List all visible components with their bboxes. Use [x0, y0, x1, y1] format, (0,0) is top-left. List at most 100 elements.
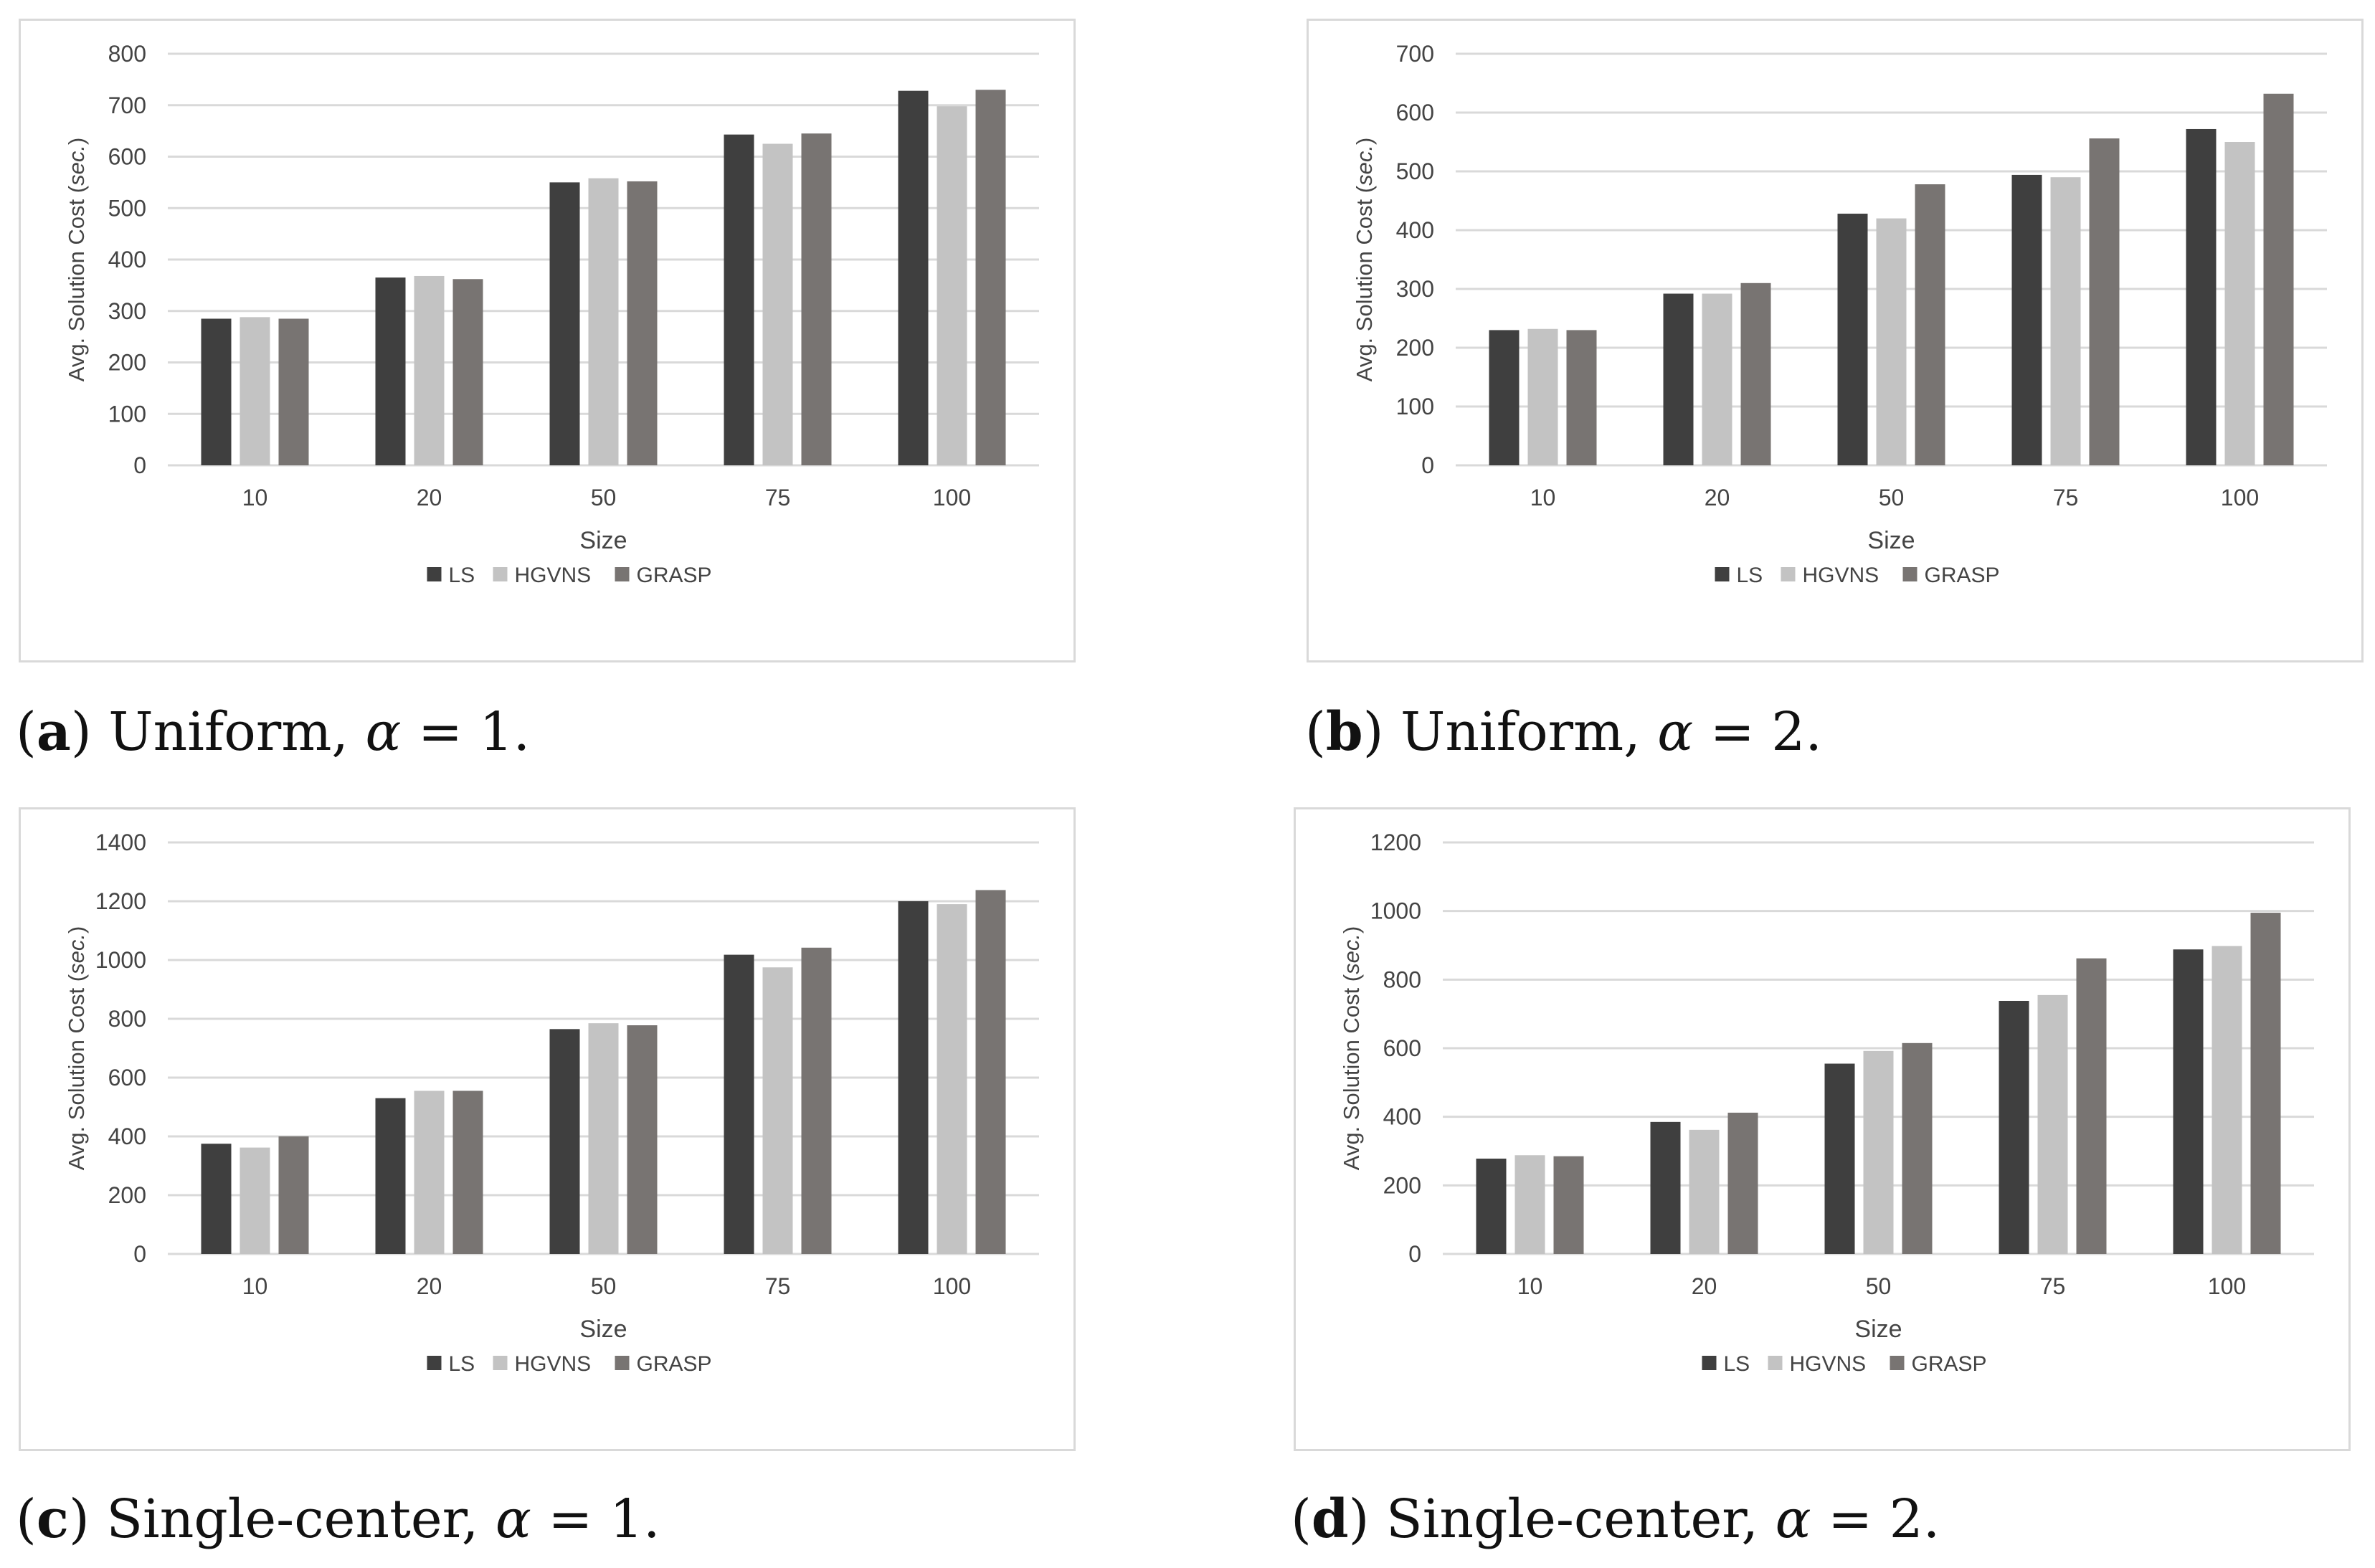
y-tick-label: 1200: [1370, 830, 1421, 855]
y-tick-label: 700: [108, 92, 146, 118]
y-axis-title: Avg. Solution Cost (sec.): [64, 926, 89, 1171]
y-tick-label: 0: [133, 1241, 146, 1267]
legend-label-grasp: GRASP: [637, 1352, 712, 1376]
bar-ls-100: [898, 901, 929, 1254]
bar-chart-b: 0 100 200 300 400 500 600 700 10 20 50 75 100 Size Avg…: [1352, 41, 2327, 587]
bar-hgvns-20: [1689, 1129, 1720, 1254]
caption-equation: = 1.: [531, 1488, 660, 1550]
x-tick-label: 20: [417, 485, 442, 510]
bar-ls-75: [2011, 174, 2042, 466]
legend-label-grasp: GRASP: [637, 564, 712, 587]
legend-swatch-ls: [1715, 567, 1730, 581]
bar-hgvns-100: [2224, 142, 2255, 465]
bar-ls-10: [201, 318, 232, 465]
bar-grasp-50: [627, 181, 658, 465]
x-tick-label: 10: [242, 485, 268, 510]
x-tick-label: 75: [765, 485, 791, 510]
chart-panel-c: 0 200 400 600 800 1000 1200 1400 10 20 50 75 100 Size…: [19, 807, 1076, 1451]
bar-hgvns-20: [1702, 293, 1732, 465]
x-axis-title: Size: [579, 1316, 627, 1343]
caption-d: (d) Single-center, α = 2.: [1291, 1488, 1940, 1550]
bar-ls-100: [898, 90, 929, 465]
legend-label-grasp: GRASP: [1925, 564, 2000, 587]
caption-equation: = 2.: [1811, 1488, 1940, 1550]
bar-grasp-100: [975, 890, 1006, 1254]
bar-ls-50: [549, 182, 580, 465]
bar-hgvns-75: [762, 143, 793, 465]
x-tick-label: 10: [242, 1273, 268, 1299]
bar-hgvns-20: [414, 275, 445, 465]
y-axis-title-unit: sec.: [64, 145, 89, 186]
bar-hgvns-100: [937, 904, 967, 1254]
bar-grasp-10: [278, 1136, 309, 1254]
y-tick-label: 600: [108, 1065, 146, 1091]
y-axis-title-unit: sec.: [1339, 933, 1364, 974]
y-tick-label: 200: [108, 1182, 146, 1208]
bar-ls-10: [1476, 1159, 1507, 1254]
bar-grasp-20: [452, 279, 483, 465]
bar-hgvns-10: [240, 1147, 270, 1254]
legend-swatch-grasp: [615, 1356, 630, 1370]
legend-swatch-ls: [427, 567, 442, 581]
bar-grasp-75: [801, 133, 832, 465]
legend-label-hgvns: HGVNS: [1790, 1352, 1867, 1376]
bar-hgvns-75: [2037, 994, 2068, 1254]
x-tick-label: 75: [2040, 1273, 2066, 1299]
legend-label-hgvns: HGVNS: [1803, 564, 1879, 587]
chart-panel-a: 0 100 200 300 400 500 600 700 800 10 20 50 75 100 Size…: [19, 19, 1076, 662]
y-tick-label: 1000: [95, 947, 146, 973]
y-axis-title-prefix: Avg. Solution Cost (: [64, 185, 89, 381]
legend-swatch-grasp: [1890, 1356, 1905, 1370]
bar-grasp-20: [1727, 1112, 1758, 1254]
legend-swatch-grasp: [1902, 567, 1917, 581]
y-tick-label: 800: [108, 41, 146, 67]
bar-hgvns-100: [2212, 946, 2242, 1254]
bar-hgvns-10: [1527, 328, 1558, 465]
bar-grasp-75: [801, 947, 832, 1254]
bar-grasp-100: [2250, 913, 2281, 1254]
legend-swatch-ls: [427, 1356, 442, 1370]
y-tick-label: 500: [1396, 158, 1434, 184]
y-tick-label: 0: [133, 452, 146, 478]
y-tick-label: 600: [108, 144, 146, 170]
x-tick-label: 75: [765, 1273, 791, 1299]
y-axis-title: Avg. Solution Cost (sec.): [1352, 138, 1377, 382]
bar-hgvns-75: [762, 967, 793, 1254]
bar-hgvns-10: [1514, 1155, 1545, 1254]
legend-label-ls: LS: [1737, 564, 1763, 587]
legend-swatch-hgvns: [493, 567, 508, 581]
bar-grasp-50: [1915, 184, 1945, 465]
bar-ls-50: [1824, 1063, 1855, 1254]
caption-text: Uniform,: [91, 701, 366, 763]
caption-equation: = 1.: [401, 701, 531, 763]
y-tick-label: 800: [1383, 966, 1421, 992]
x-tick-label: 100: [2221, 485, 2259, 510]
bar-ls-10: [201, 1144, 232, 1254]
bar-grasp-50: [1902, 1042, 1933, 1254]
caption-text: Uniform,: [1383, 701, 1658, 763]
bar-grasp-20: [1740, 282, 1771, 465]
y-tick-label: 500: [108, 195, 146, 221]
x-axis-title: Size: [1867, 527, 1915, 554]
x-tick-label: 10: [1530, 485, 1556, 510]
caption-letter: b: [1325, 701, 1363, 763]
legend-label-hgvns: HGVNS: [515, 564, 592, 587]
y-tick-label: 100: [1396, 394, 1434, 419]
legend-label-ls: LS: [449, 564, 475, 587]
y-tick-label: 100: [108, 401, 146, 427]
legend-swatch-hgvns: [493, 1356, 508, 1370]
y-tick-label: 400: [108, 1123, 146, 1149]
caption-symbol: α: [1657, 701, 1694, 763]
caption-symbol: α: [365, 701, 402, 763]
x-axis-title: Size: [579, 527, 627, 554]
y-tick-label: 200: [108, 350, 146, 376]
bar-ls-75: [724, 954, 754, 1254]
bar-hgvns-100: [937, 106, 967, 465]
bar-grasp-10: [1553, 1156, 1584, 1254]
legend-swatch-hgvns: [1781, 567, 1796, 581]
bar-ls-50: [1837, 214, 1868, 465]
x-tick-label: 50: [1866, 1273, 1892, 1299]
caption-letter: c: [36, 1488, 69, 1550]
x-axis-title: Size: [1854, 1316, 1902, 1343]
bar-hgvns-50: [588, 1023, 619, 1254]
